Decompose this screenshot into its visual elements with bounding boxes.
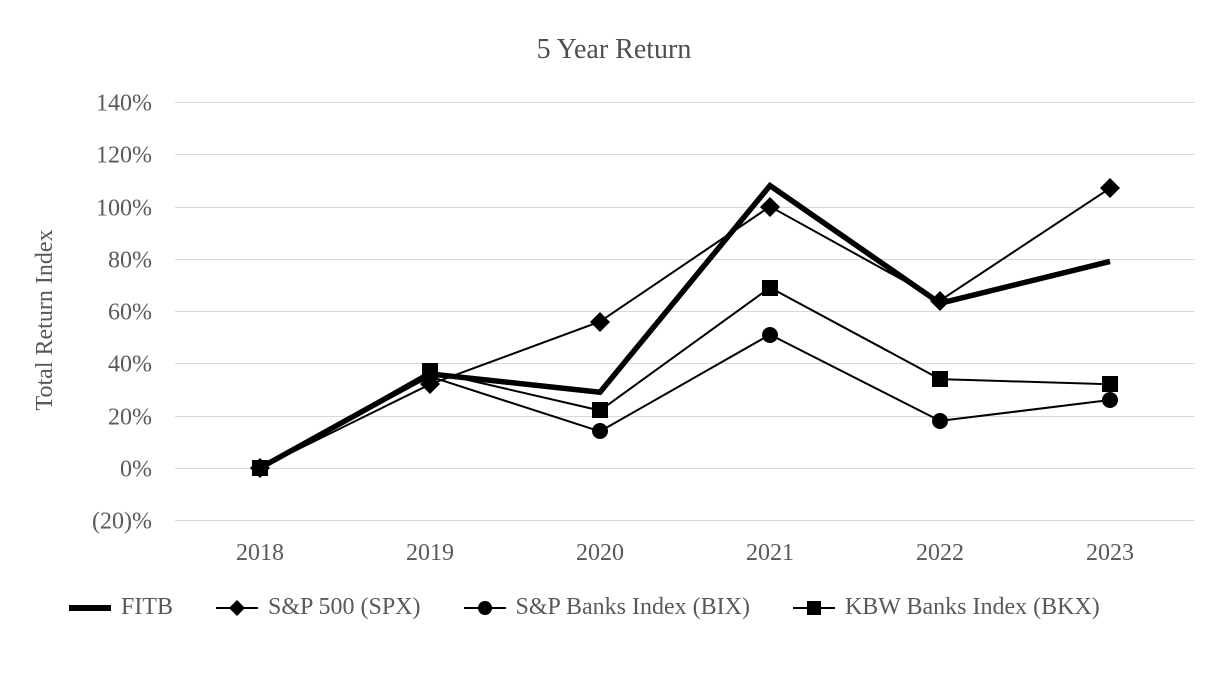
square-marker bbox=[252, 460, 268, 476]
thick-line-swatch bbox=[69, 604, 111, 611]
series-line bbox=[258, 181, 1111, 471]
y-tick-label: 100% bbox=[96, 196, 152, 222]
legend-label: S&P 500 (SPX) bbox=[268, 594, 421, 620]
circle-marker bbox=[762, 327, 778, 343]
square-marker bbox=[1102, 376, 1118, 392]
gridlines bbox=[175, 102, 1195, 521]
chart-title: 5 Year Return bbox=[537, 34, 692, 65]
square-line-swatch bbox=[792, 600, 835, 615]
y-tick-label: 60% bbox=[108, 300, 152, 326]
x-tick-label: 2023 bbox=[1086, 540, 1134, 566]
x-tick-label: 2021 bbox=[746, 540, 794, 566]
y-tick-label: 40% bbox=[108, 352, 152, 378]
x-tick-label: 2018 bbox=[236, 540, 284, 566]
diamond-marker bbox=[590, 312, 610, 332]
square-marker bbox=[932, 371, 948, 387]
diamond-marker bbox=[760, 197, 780, 217]
square-marker bbox=[422, 363, 438, 379]
diamond-line-swatch bbox=[216, 599, 259, 616]
circle-marker bbox=[592, 423, 608, 439]
diamond-marker bbox=[930, 291, 950, 311]
square-marker bbox=[762, 280, 778, 296]
x-tick-label: 2020 bbox=[576, 540, 624, 566]
data-series-layer bbox=[250, 178, 1120, 478]
square-marker bbox=[592, 402, 608, 418]
y-tick-label: 20% bbox=[108, 405, 152, 431]
series-line bbox=[259, 187, 1111, 469]
y-tick-label: 80% bbox=[108, 248, 152, 274]
diamond-marker bbox=[1100, 178, 1120, 198]
y-tick-label: (20)% bbox=[92, 509, 152, 535]
legend-label: S&P Banks Index (BIX) bbox=[515, 594, 750, 620]
series-line bbox=[259, 333, 1111, 469]
circle-marker bbox=[1102, 392, 1118, 408]
x-tick-label: 2019 bbox=[406, 540, 454, 566]
y-axis-tick-labels: 140% 120% 100% 80% 60% 40% 20% 0% (20)% bbox=[92, 91, 152, 535]
series-line bbox=[259, 286, 1111, 469]
legend-item-s-p-banks-index-bix-: S&P Banks Index (BIX) bbox=[463, 594, 750, 621]
legend-item-s-p-500-spx-: S&P 500 (SPX) bbox=[215, 594, 421, 621]
y-tick-label: 0% bbox=[120, 457, 152, 483]
circle-marker bbox=[477, 600, 492, 615]
series-s-p-500-spx- bbox=[250, 178, 1120, 478]
legend-label: FITB bbox=[121, 594, 174, 620]
series-fitb bbox=[258, 181, 1111, 471]
x-tick-label: 2022 bbox=[916, 540, 964, 566]
circle-line-swatch bbox=[463, 600, 506, 615]
circle-marker bbox=[932, 413, 948, 429]
y-axis-title: Total Return Index bbox=[32, 230, 58, 411]
legend-label: KBW Banks Index (BKX) bbox=[844, 594, 1100, 620]
y-tick-label: 120% bbox=[96, 143, 152, 169]
legend: FITB S&P 500 (SPX) S&P Banks Index (BIX) KB… bbox=[68, 594, 1100, 621]
legend-item-fitb: FITB bbox=[68, 594, 173, 621]
square-marker bbox=[806, 600, 821, 615]
series-kbw-banks-index-bkx- bbox=[252, 280, 1118, 476]
y-tick-label: 140% bbox=[96, 91, 152, 117]
diamond-marker bbox=[229, 599, 246, 616]
legend-item-kbw-banks-index-bkx-: KBW Banks Index (BKX) bbox=[792, 594, 1100, 621]
x-axis-tick-labels: 2018 2019 2020 2021 2022 2023 bbox=[236, 540, 1134, 566]
